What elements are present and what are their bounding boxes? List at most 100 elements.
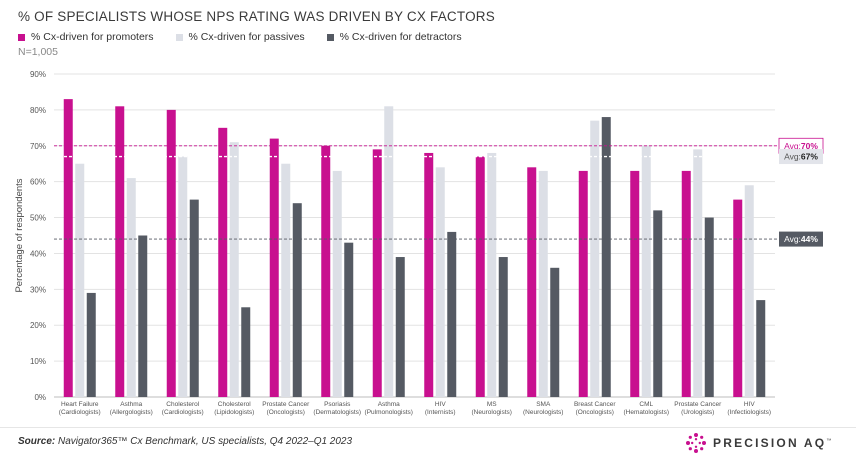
y-tick-label: 40% bbox=[30, 249, 46, 258]
legend-swatch-promoters bbox=[18, 33, 25, 41]
bar-promoters bbox=[321, 145, 331, 397]
bar-detractors bbox=[653, 210, 663, 397]
sample-size-label: N=1,005 bbox=[18, 46, 58, 58]
x-tick-label: Asthma bbox=[120, 401, 142, 408]
bar-promoters bbox=[424, 152, 434, 397]
x-tick-sublabel: (Neurologists) bbox=[523, 409, 563, 416]
bar-passives bbox=[332, 170, 342, 397]
bar-promoters bbox=[733, 199, 743, 397]
average-value: 70% bbox=[801, 141, 818, 151]
x-tick-sublabel: (Cardiologists) bbox=[162, 409, 204, 416]
bar-promoters bbox=[218, 127, 228, 397]
y-tick-label: 80% bbox=[30, 106, 46, 115]
legend: % Cx-driven for promoters % Cx-driven fo… bbox=[18, 31, 462, 43]
y-axis-label: Percentage of respondents bbox=[14, 178, 25, 292]
x-tick-sublabel: (Infectiologists) bbox=[727, 409, 771, 416]
bar-detractors bbox=[86, 292, 96, 397]
x-tick-label: MS bbox=[487, 401, 497, 408]
x-tick-sublabel: (Cardiologists) bbox=[59, 409, 101, 416]
average-label-promoters: Avg:70% bbox=[784, 141, 818, 151]
legend-label-passives: % Cx-driven for passives bbox=[188, 31, 305, 43]
x-tick-sublabel: (Pulmonologists) bbox=[365, 409, 413, 416]
y-tick-label: 10% bbox=[30, 357, 46, 366]
bar-passives bbox=[693, 149, 703, 397]
x-tick-label: Prostate Cancer bbox=[674, 401, 722, 408]
y-tick-label: 50% bbox=[30, 214, 46, 223]
y-tick-label: 0% bbox=[34, 393, 46, 402]
average-value: 44% bbox=[801, 234, 818, 244]
y-tick-label: 90% bbox=[30, 70, 46, 79]
bar-detractors bbox=[550, 267, 560, 397]
brand-name-text: PRECISION AQ bbox=[713, 436, 827, 450]
bar-passives bbox=[384, 106, 394, 398]
bar-passives bbox=[435, 167, 445, 397]
x-tick-label: Breast Cancer bbox=[574, 401, 616, 408]
bar-detractors bbox=[189, 199, 199, 397]
x-tick-sublabel: (Lipidologists) bbox=[214, 409, 254, 416]
bar-promoters bbox=[269, 138, 279, 397]
x-tick-label: CML bbox=[639, 401, 653, 408]
legend-item-passives: % Cx-driven for passives bbox=[175, 31, 305, 43]
bar-passives bbox=[590, 120, 600, 398]
bar-promoters bbox=[63, 99, 73, 397]
legend-item-detractors: % Cx-driven for detractors bbox=[326, 31, 462, 43]
average-label-passives: Avg:67% bbox=[784, 152, 818, 162]
x-tick-sublabel: (Oncologists) bbox=[576, 409, 614, 416]
average-box-detractors bbox=[779, 231, 823, 247]
average-prefix: Avg: bbox=[784, 152, 801, 162]
x-tick-sublabel: (Allergologists) bbox=[110, 409, 153, 416]
x-tick-label: Cholesterol bbox=[166, 401, 199, 408]
y-tick-label: 30% bbox=[30, 285, 46, 294]
source-note: Source: Navigator365™ Cx Benchmark, US s… bbox=[18, 436, 352, 447]
x-tick-label: Heart Failure bbox=[61, 401, 99, 408]
y-tick-label: 70% bbox=[30, 142, 46, 151]
bar-detractors bbox=[138, 235, 148, 397]
brand-tm: ™ bbox=[826, 438, 832, 444]
legend-label-promoters: % Cx-driven for promoters bbox=[31, 31, 154, 43]
bar-detractors bbox=[241, 307, 251, 397]
x-tick-label: Cholesterol bbox=[218, 401, 251, 408]
bar-passives bbox=[487, 152, 497, 397]
average-value: 67% bbox=[801, 152, 818, 162]
x-tick-label: Asthma bbox=[378, 401, 400, 408]
legend-item-promoters: % Cx-driven for promoters bbox=[18, 31, 154, 43]
bar-passives bbox=[281, 163, 291, 397]
x-tick-label: HIV bbox=[435, 401, 447, 408]
x-tick-label: HIV bbox=[744, 401, 756, 408]
bar-chart: 0% 10% 20% 30% 40% 50% 60% 70% 80% 90% Percentage … bbox=[14, 70, 824, 416]
bar-promoters bbox=[578, 170, 588, 397]
brand-logo: PRECISION AQ™ bbox=[685, 432, 831, 454]
x-tick-label: Psoriasis bbox=[324, 401, 351, 408]
average-prefix: Avg: bbox=[784, 141, 801, 151]
x-tick-sublabel: (Urologists) bbox=[681, 409, 714, 416]
bar-promoters bbox=[372, 149, 382, 397]
bar-passives bbox=[538, 170, 548, 397]
bar-detractors bbox=[344, 242, 354, 397]
dot-flower-icon bbox=[686, 433, 706, 453]
bar-passives bbox=[178, 156, 188, 397]
brand-name: PRECISION AQ™ bbox=[713, 436, 831, 450]
bar-promoters bbox=[475, 156, 485, 397]
y-tick-label: 60% bbox=[30, 178, 46, 187]
bar-passives bbox=[744, 185, 754, 397]
bar-passives bbox=[126, 178, 136, 397]
source-label: Source: bbox=[18, 436, 56, 447]
x-tick-label: Prostate Cancer bbox=[262, 401, 310, 408]
y-tick-label: 20% bbox=[30, 321, 46, 330]
bar-detractors bbox=[498, 257, 508, 397]
chart-title: % OF SPECIALISTS WHOSE NPS RATING WAS DR… bbox=[18, 9, 495, 24]
average-label-detractors: Avg:44% bbox=[784, 234, 818, 244]
x-tick-sublabel: (Dermatologists) bbox=[313, 409, 361, 416]
bar-passives bbox=[229, 142, 239, 397]
bar-passives bbox=[75, 163, 85, 397]
legend-label-detractors: % Cx-driven for detractors bbox=[339, 31, 462, 43]
bar-detractors bbox=[395, 257, 405, 397]
x-tick-label: SMA bbox=[536, 401, 551, 408]
x-tick-sublabel: (Internists) bbox=[425, 409, 456, 416]
source-text: Navigator365™ Cx Benchmark, US specialis… bbox=[58, 436, 353, 447]
bar-detractors bbox=[601, 117, 611, 398]
bar-detractors bbox=[704, 217, 714, 397]
bar-promoters bbox=[527, 167, 537, 397]
bar-detractors bbox=[756, 300, 766, 397]
legend-swatch-detractors bbox=[326, 33, 334, 41]
